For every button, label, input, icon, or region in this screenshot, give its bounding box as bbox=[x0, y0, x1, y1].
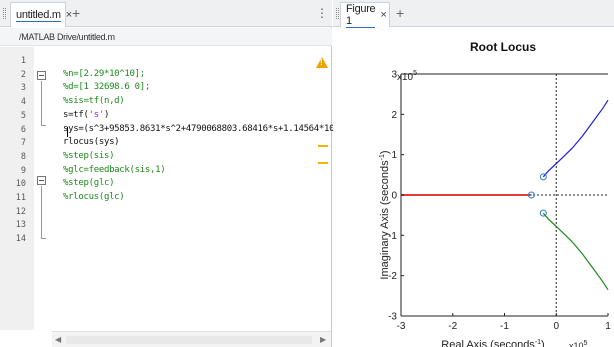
file-path: /MATLAB Drive/untitled.m bbox=[0, 28, 332, 46]
code-line[interactable]: rlocus(sys) bbox=[63, 137, 120, 148]
line-number: 2 bbox=[20, 69, 26, 80]
warning-icon[interactable] bbox=[316, 57, 328, 68]
x-exponent-label: x105 bbox=[569, 340, 588, 347]
fold-guide-end bbox=[41, 125, 46, 126]
x-tick-label: -2 bbox=[448, 321, 457, 332]
fold-guide bbox=[41, 81, 42, 125]
y-tick-label: 2 bbox=[391, 110, 397, 121]
code-line[interactable]: %n=[2.29*10^10]; bbox=[63, 68, 145, 79]
locus-branch-3 bbox=[542, 212, 609, 291]
new-tab-button[interactable]: + bbox=[72, 5, 81, 21]
y-tick-label: 1 bbox=[391, 150, 397, 161]
x-tick-label: -3 bbox=[397, 321, 406, 332]
tab-figure-1-label: Figure 1 bbox=[346, 2, 376, 28]
scroll-left-icon[interactable]: ◀ bbox=[55, 335, 62, 344]
x-axis-label: Real Axis (seconds-1) bbox=[441, 339, 544, 347]
tick-layer: -3 -2 -1 0 1 3 2 1 0 -1 -2 -3 bbox=[388, 70, 611, 333]
editor-pane: untitled.m × + ⋮ /MATLAB Drive/untitled.… bbox=[0, 0, 332, 347]
fold-toggle-icon[interactable] bbox=[37, 71, 46, 80]
scrollbar-track[interactable] bbox=[66, 336, 312, 344]
x-tick-label: 0 bbox=[553, 321, 559, 332]
line-number: 13 bbox=[15, 220, 26, 231]
tab-untitled[interactable]: untitled.m × bbox=[10, 2, 72, 27]
x-tick-label: 1 bbox=[605, 321, 611, 332]
y-tick-label: -3 bbox=[388, 312, 397, 323]
x-tick-label: -1 bbox=[500, 321, 509, 332]
code-line[interactable]: sys=(s^3+95853.8631*s^2+4790068803.68416… bbox=[63, 123, 340, 134]
fold-guide bbox=[41, 186, 42, 238]
tab-figure-1[interactable]: Figure 1 × bbox=[340, 2, 390, 28]
locus-marker bbox=[539, 173, 547, 181]
code-line[interactable]: %rlocus(glc) bbox=[63, 192, 125, 202]
tab-untitled-label: untitled.m bbox=[16, 8, 61, 22]
y-tick-label: 3 bbox=[391, 70, 397, 81]
warning-marker[interactable] bbox=[318, 162, 328, 164]
new-figure-tab-button[interactable]: + bbox=[396, 5, 405, 21]
line-number: 4 bbox=[20, 97, 26, 108]
close-icon[interactable]: × bbox=[380, 9, 387, 21]
code-line[interactable]: %d=[1 32698.6 0]; bbox=[63, 82, 151, 93]
more-options-icon[interactable]: ⋮ bbox=[316, 6, 328, 20]
locus-branch-2 bbox=[542, 99, 609, 178]
code-line[interactable]: %step(glc) bbox=[63, 178, 115, 189]
code-line[interactable]: %glc=feedback(sis,1) bbox=[63, 164, 166, 175]
figure-pane: Figure 1 × + Root Locus x105 -3 -2 -1 0 1 3 2 1… bbox=[333, 0, 614, 347]
warning-marker[interactable] bbox=[318, 145, 328, 147]
line-number: 3 bbox=[20, 83, 26, 94]
drag-grip-icon[interactable] bbox=[3, 8, 6, 19]
line-number: 12 bbox=[15, 206, 26, 217]
horizontal-scrollbar[interactable]: ◀ ▶ bbox=[52, 331, 331, 347]
code-line[interactable]: s=tf('s') bbox=[63, 109, 110, 120]
line-number: 11 bbox=[15, 193, 26, 203]
line-number: 9 bbox=[20, 165, 26, 176]
fold-column bbox=[34, 47, 52, 330]
series-layer bbox=[401, 99, 609, 291]
y-tick-label: 0 bbox=[391, 191, 397, 202]
fold-toggle-icon[interactable] bbox=[37, 176, 46, 185]
figure-tabbar: Figure 1 × + bbox=[333, 0, 614, 28]
drag-grip-icon[interactable] bbox=[336, 8, 339, 19]
line-number: 10 bbox=[15, 179, 26, 190]
locus-marker bbox=[539, 209, 547, 217]
text-cursor bbox=[67, 127, 68, 137]
editor-tabbar: untitled.m × + ⋮ bbox=[0, 0, 332, 27]
line-number-gutter: 1 2 3 4 5 6 7 8 9 10 11 12 13 14 bbox=[0, 47, 34, 330]
y-axis-label: Imaginary Axis (seconds-1) bbox=[379, 150, 391, 279]
line-number: 1 bbox=[20, 56, 26, 66]
code-line[interactable]: %sis=tf(n,d) bbox=[63, 96, 125, 107]
line-number: 5 bbox=[20, 110, 26, 121]
root-locus-plot[interactable]: Root Locus x105 -3 -2 -1 0 1 3 2 1 0 -1 -2 -3 Imagi… bbox=[333, 28, 614, 347]
line-number: 8 bbox=[20, 151, 26, 162]
marker-layer bbox=[527, 173, 547, 217]
line-number: 6 bbox=[20, 124, 26, 135]
chart-title: Root Locus bbox=[470, 40, 536, 54]
y-exponent-label: x105 bbox=[397, 70, 417, 83]
fold-guide-end bbox=[41, 238, 46, 239]
y-tick-label: -1 bbox=[388, 231, 397, 242]
code-line[interactable]: %step(sis) bbox=[63, 150, 115, 161]
line-number: 14 bbox=[15, 234, 26, 245]
line-number: 7 bbox=[20, 138, 26, 149]
locus-marker bbox=[527, 191, 535, 199]
scroll-right-icon[interactable]: ▶ bbox=[320, 335, 327, 344]
y-tick-label: -2 bbox=[388, 271, 397, 282]
close-icon[interactable]: × bbox=[65, 9, 73, 21]
